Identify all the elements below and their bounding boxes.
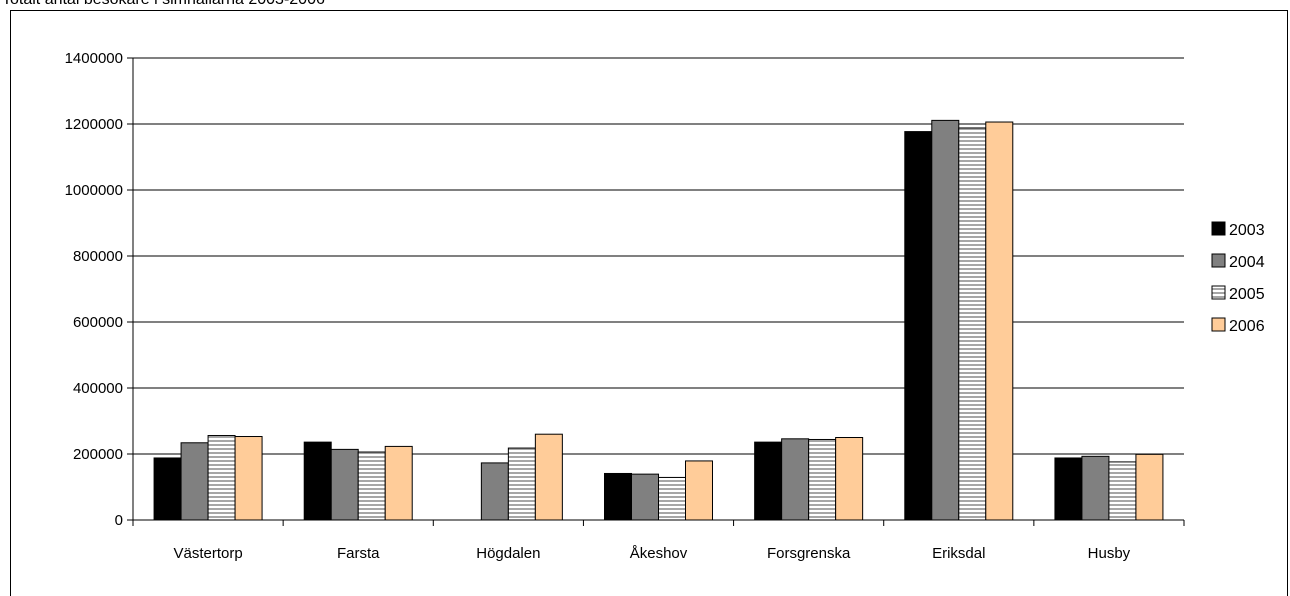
x-tick-label: Västertorp [173,545,242,562]
bar-2003 [604,472,632,521]
bars [153,119,1164,521]
axes: 0 200000 400000 600000 800000 1000000 1200000 1… [65,50,1185,562]
x-tick-label: Farsta [337,545,380,562]
bar-2004 [931,119,960,521]
chart-frame [10,10,1288,596]
bar-2006 [384,445,413,521]
bar-2004 [781,438,810,521]
legend-label-2005: 2005 [1229,286,1265,303]
bar-2004 [330,448,359,521]
x-tick-label: Åkeshov [630,545,688,562]
y-tick-label: 200000 [73,446,123,463]
x-tick-label: Högdalen [476,545,540,562]
y-tick-label: 600000 [73,314,123,331]
bar-2005 [958,127,987,521]
bar-2004 [480,462,509,521]
y-tick-label: 400000 [73,380,123,397]
bar-2006 [234,436,263,521]
gridlines [133,57,1184,455]
bar-2003 [303,441,332,521]
bar-2004 [180,442,209,521]
legend-label-2003: 2003 [1229,222,1265,239]
bar-2003 [153,457,182,521]
bar-2005 [507,447,536,521]
bar-2003 [1054,457,1083,521]
bar-2006 [534,433,563,521]
legend-swatch-2006 [1211,317,1226,332]
y-tick-label: 1000000 [65,182,123,199]
bar-2006 [985,121,1014,521]
bar-2003 [754,441,783,521]
bar-2004 [631,473,659,521]
y-tick-label: 0 [115,512,123,529]
bar-2006 [1135,453,1164,521]
bar-2005 [658,476,686,521]
chart-title: Totalt antal besökare i simhallarna 2003… [2,0,325,9]
legend-label-2006: 2006 [1229,318,1265,335]
bar-2005 [1108,461,1137,521]
legend: 2003 2004 2005 2006 [1211,221,1265,335]
x-tick-label: Eriksdal [932,545,985,562]
bar-2003 [904,131,933,521]
y-tick-label: 1200000 [65,116,123,133]
y-tick-label: 800000 [73,248,123,265]
legend-swatch-2003 [1211,221,1226,236]
bar-2005 [207,435,236,521]
bar-2004 [1081,455,1110,521]
legend-swatch-2005 [1211,285,1226,300]
bar-2005 [357,451,386,521]
bar-2006 [685,460,713,521]
x-tick-label: Forsgrenska [767,545,851,562]
legend-swatch-2004 [1211,253,1226,268]
legend-label-2004: 2004 [1229,254,1265,271]
x-tick-label: Husby [1088,545,1131,562]
bar-2005 [808,438,837,521]
y-tick-label: 1400000 [65,50,123,67]
bar-2006 [835,437,864,521]
